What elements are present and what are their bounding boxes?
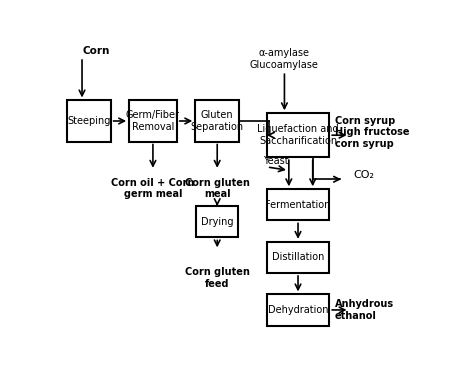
Text: Anhydrous
ethanol: Anhydrous ethanol	[335, 299, 394, 321]
Text: CO₂: CO₂	[353, 170, 374, 180]
Text: Liquefaction and
Saccharification: Liquefaction and Saccharification	[257, 124, 339, 146]
Bar	[267, 189, 329, 220]
Bar	[66, 100, 111, 142]
Text: Germ/Fiber
Removal: Germ/Fiber Removal	[126, 110, 180, 132]
Bar	[267, 294, 329, 325]
Text: Drying: Drying	[201, 217, 234, 227]
Text: Corn oil + Corn
germ meal: Corn oil + Corn germ meal	[111, 178, 195, 199]
Bar	[196, 206, 238, 238]
Text: Distillation: Distillation	[272, 252, 324, 262]
Text: Corn gluten
feed: Corn gluten feed	[185, 267, 250, 289]
Bar	[267, 113, 329, 157]
Text: α-amylase
Glucoamylase: α-amylase Glucoamylase	[250, 48, 319, 70]
Text: Steeping: Steeping	[67, 116, 110, 126]
Bar	[195, 100, 239, 142]
Text: Corn: Corn	[82, 46, 109, 56]
Bar	[267, 242, 329, 273]
Text: Dehydration: Dehydration	[268, 305, 328, 315]
Bar	[129, 100, 177, 142]
Text: Yeast: Yeast	[263, 156, 289, 166]
Text: Corn syrup
High fructose
corn syrup: Corn syrup High fructose corn syrup	[335, 116, 409, 149]
Text: Fermentation: Fermentation	[265, 200, 331, 210]
Text: Gluten
Separation: Gluten Separation	[191, 110, 244, 132]
Text: Corn gluten
meal: Corn gluten meal	[185, 178, 250, 199]
